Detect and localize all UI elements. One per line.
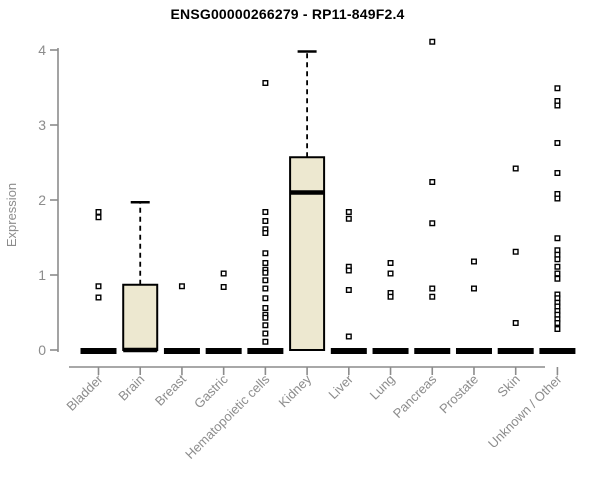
data-point-hematopoietic-cells: [262, 217, 269, 224]
data-point-unknown-other: [554, 139, 561, 146]
data-point-hematopoietic-cells: [262, 338, 269, 345]
data-point-bladder: [95, 294, 102, 301]
data-point-liver: [345, 267, 352, 274]
data-point-bladder: [95, 283, 102, 290]
data-point-breast: [178, 283, 185, 290]
y-tick-label: 4: [38, 42, 46, 58]
x-tick-label-prostate: Prostate: [436, 372, 481, 417]
data-point-hematopoietic-cells: [262, 79, 269, 86]
x-tick-label-brain: Brain: [115, 372, 147, 404]
box-kidney: [289, 156, 326, 351]
data-point-unknown-other: [554, 275, 561, 282]
data-point-liver: [345, 208, 352, 215]
data-point-prostate: [470, 285, 477, 292]
y-tick-label: 2: [38, 192, 46, 208]
data-point-unknown-other: [554, 235, 561, 242]
x-tick-label-skin: Skin: [494, 372, 522, 400]
x-tick-label-liver: Liver: [325, 371, 356, 402]
data-point-hematopoietic-cells: [262, 269, 269, 276]
data-point-unknown-other: [554, 169, 561, 176]
collapsed-box-breast: [163, 348, 200, 354]
data-point-hematopoietic-cells: [262, 229, 269, 236]
data-point-bladder: [95, 214, 102, 221]
data-point-hematopoietic-cells: [262, 330, 269, 337]
data-point-pancreas: [429, 38, 436, 45]
x-tick-label-kidney: Kidney: [276, 371, 315, 410]
data-point-pancreas: [429, 220, 436, 227]
data-point-unknown-other: [554, 256, 561, 263]
data-point-hematopoietic-cells: [262, 260, 269, 267]
data-point-bladder: [95, 208, 102, 215]
data-point-liver: [345, 287, 352, 294]
data-point-skin: [512, 248, 519, 255]
data-point-lung: [387, 260, 394, 267]
collapsed-box-pancreas: [414, 348, 451, 354]
collapsed-box-lung: [372, 348, 409, 354]
collapsed-box-unknown-other: [539, 348, 576, 354]
y-tick-label: 3: [38, 117, 46, 133]
data-point-unknown-other: [554, 195, 561, 202]
x-tick-label-lung: Lung: [367, 372, 398, 403]
y-tick-label: 1: [38, 267, 46, 283]
data-point-liver: [345, 215, 352, 222]
data-point-pancreas: [429, 178, 436, 185]
data-point-hematopoietic-cells: [262, 322, 269, 329]
data-point-lung: [387, 270, 394, 277]
chart-title: ENSG00000266279 - RP11-849F2.4: [170, 6, 405, 22]
data-point-pancreas: [429, 285, 436, 292]
data-point-gastric: [220, 270, 227, 277]
x-tick-label-breast: Breast: [152, 371, 189, 408]
data-point-unknown-other: [554, 263, 561, 270]
data-point-unknown-other: [554, 320, 561, 327]
data-point-skin: [512, 320, 519, 327]
collapsed-box-prostate: [455, 348, 492, 354]
box-brain: [122, 283, 159, 351]
collapsed-box-hematopoietic-cells: [247, 348, 284, 354]
data-point-unknown-other: [554, 326, 561, 333]
data-point-hematopoietic-cells: [262, 295, 269, 302]
data-point-prostate: [470, 258, 477, 265]
y-tick-label: 0: [38, 342, 46, 358]
x-tick-label-bladder: Bladder: [63, 371, 106, 414]
data-point-liver: [345, 333, 352, 340]
data-point-hematopoietic-cells: [262, 250, 269, 257]
data-point-hematopoietic-cells: [262, 314, 269, 321]
x-tick-label-unknown-other: Unknown / Other: [485, 371, 565, 451]
data-point-lung: [387, 293, 394, 300]
data-point-hematopoietic-cells: [262, 305, 269, 312]
x-tick-label-gastric: Gastric: [191, 371, 231, 411]
collapsed-box-skin: [497, 348, 534, 354]
data-point-gastric: [220, 284, 227, 291]
data-point-pancreas: [429, 293, 436, 300]
data-point-unknown-other: [554, 85, 561, 92]
collapsed-box-gastric: [205, 348, 242, 354]
data-point-unknown-other: [554, 270, 561, 277]
collapsed-box-liver: [330, 348, 367, 354]
data-point-hematopoietic-cells: [262, 208, 269, 215]
collapsed-box-bladder: [80, 348, 117, 354]
data-point-unknown-other: [554, 102, 561, 109]
data-point-skin: [512, 165, 519, 172]
data-point-hematopoietic-cells: [262, 285, 269, 292]
x-tick-label-pancreas: Pancreas: [390, 371, 440, 421]
data-point-hematopoietic-cells: [262, 277, 269, 284]
